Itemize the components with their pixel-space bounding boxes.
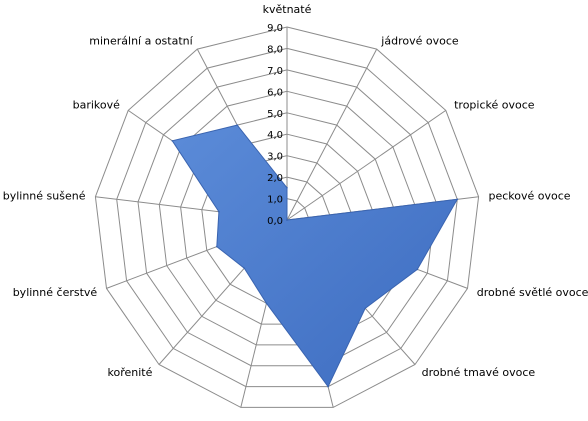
tick-label: 1,0 bbox=[267, 195, 283, 206]
category-labels: květnaté jádrové ovoce tropické ovoce pecko… bbox=[3, 3, 588, 379]
category-label: barikové bbox=[73, 99, 121, 112]
data-point bbox=[243, 267, 246, 270]
category-label: drobné světlé ovoce bbox=[477, 286, 588, 299]
data-point bbox=[265, 302, 268, 305]
data-point bbox=[218, 210, 220, 213]
radial-tick-labels: 0,0 1,0 2,0 3,0 4,0 5,0 6,0 7,0 8,0 9,0 bbox=[267, 23, 283, 227]
tick-label: 7,0 bbox=[267, 66, 283, 77]
data-point bbox=[286, 219, 288, 221]
tick-label: 9,0 bbox=[267, 23, 283, 34]
data-point bbox=[327, 385, 329, 388]
tick-label: 2,0 bbox=[267, 173, 283, 184]
data-point bbox=[364, 307, 367, 310]
category-label: tropické ovoce bbox=[454, 99, 535, 112]
grid-ring bbox=[94, 26, 480, 408]
grid-ring bbox=[158, 90, 416, 346]
tick-label: 4,0 bbox=[267, 130, 283, 141]
category-label: minerální a ostatní bbox=[89, 34, 193, 47]
tick-label: 6,0 bbox=[267, 87, 283, 98]
category-label: peckové ovoce bbox=[489, 190, 571, 203]
category-label: jádrové ovoce bbox=[380, 34, 459, 47]
data-point bbox=[456, 198, 459, 201]
category-label: bylinné sušené bbox=[3, 190, 86, 203]
data-point bbox=[286, 187, 288, 189]
category-label: drobné tmavé ovoce bbox=[422, 366, 536, 379]
tick-label: 0,0 bbox=[267, 216, 283, 227]
grid-ring bbox=[137, 69, 437, 367]
tick-label: 8,0 bbox=[267, 44, 283, 55]
grid-spoke bbox=[286, 109, 447, 221]
grid-ring bbox=[116, 47, 458, 388]
category-label: květnaté bbox=[263, 3, 312, 16]
grid-spoke bbox=[286, 48, 378, 221]
radar-series bbox=[171, 124, 459, 388]
category-label: kořenité bbox=[108, 366, 153, 379]
data-point bbox=[236, 124, 238, 126]
data-point bbox=[216, 245, 218, 248]
category-label: bylinné čerstvé bbox=[13, 286, 98, 299]
tick-label: 3,0 bbox=[267, 152, 283, 163]
data-point bbox=[171, 140, 174, 142]
tick-label: 5,0 bbox=[267, 109, 283, 120]
data-point bbox=[416, 268, 419, 271]
